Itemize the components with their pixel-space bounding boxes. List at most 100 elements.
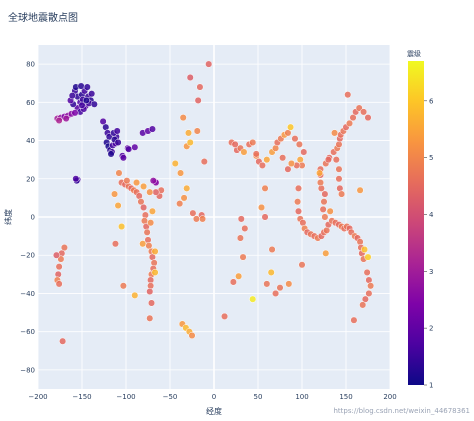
x-tick-label: −150	[72, 393, 91, 401]
earthquake-point	[320, 198, 328, 206]
earthquake-point	[119, 282, 127, 290]
earthquake-point	[231, 140, 239, 148]
earthquake-point	[241, 224, 249, 233]
earthquake-point	[345, 119, 354, 127]
earthquake-point	[263, 280, 271, 288]
earthquake-point	[133, 179, 141, 187]
earthquake-point	[365, 289, 373, 297]
earthquake-point	[316, 179, 325, 187]
earthquake-point	[68, 92, 76, 100]
earthquake-point	[184, 129, 193, 137]
earthquake-point	[131, 143, 139, 151]
earthquake-point	[321, 213, 329, 221]
earthquake-point	[287, 159, 295, 168]
earthquake-point	[284, 129, 292, 137]
earthquake-point	[114, 138, 122, 147]
earthquake-point	[119, 154, 127, 162]
earthquake-point	[229, 278, 237, 286]
earthquake-point	[249, 295, 257, 303]
earthquake-point	[192, 215, 200, 223]
y-tick-label: −20	[20, 252, 35, 260]
earthquake-point	[189, 209, 197, 217]
earthquake-point	[261, 184, 269, 192]
earthquake-point	[151, 268, 159, 276]
earthquake-point	[237, 215, 245, 223]
earthquake-point	[151, 247, 159, 255]
earthquake-point	[131, 291, 139, 299]
earthquake-point	[114, 201, 122, 210]
earthquake-point	[360, 108, 368, 116]
earthquake-point	[257, 203, 266, 211]
earthquake-point	[180, 194, 188, 202]
earthquake-point	[149, 177, 157, 185]
earthquake-point	[295, 140, 303, 148]
x-tick-label: 200	[383, 393, 396, 401]
earthquake-point	[236, 234, 244, 242]
y-tick-label: 60	[26, 99, 35, 107]
earthquake-point	[252, 150, 260, 158]
earthquake-point	[291, 135, 299, 143]
earthquake-point	[359, 301, 367, 309]
earthquake-point	[285, 280, 293, 288]
earthquake-point	[194, 96, 202, 104]
earthquake-point	[146, 188, 154, 196]
earthquake-point	[72, 175, 80, 183]
axis-tick-labels: −200 −150 −100 −50 0 50 100 150 200−80−60−40−200…	[20, 61, 396, 401]
earthquake-point	[300, 148, 308, 156]
earthquake-point	[196, 83, 204, 91]
x-tick-label: 150	[339, 393, 352, 401]
y-tick-label: −40	[20, 290, 35, 298]
earthquake-point	[338, 190, 346, 198]
x-tick-label: 100	[295, 393, 308, 401]
earthquake-point	[55, 263, 63, 271]
earthquake-point	[52, 251, 61, 259]
earthquake-point	[360, 245, 369, 254]
earthquake-point	[326, 207, 334, 215]
earthquake-point	[176, 200, 184, 208]
earthquake-point	[316, 169, 324, 177]
earthquake-point	[294, 184, 303, 192]
colorbar-tick-label: 2	[429, 325, 433, 333]
earthquake-point	[123, 177, 131, 185]
colorbar-tick-label: 4	[429, 211, 434, 219]
colorbar-ticks: 1 2 3 4 5 6	[424, 97, 434, 390]
earthquake-point	[261, 213, 269, 221]
earthquake-point	[118, 223, 126, 231]
earthquake-point	[125, 145, 133, 153]
colorbar-title: 震级	[407, 49, 421, 58]
earthquake-point	[199, 215, 207, 223]
y-tick-label: 80	[26, 61, 35, 69]
earthquake-point	[361, 295, 369, 303]
earthquake-point	[287, 123, 295, 131]
earthquake-point	[148, 125, 156, 133]
earthquake-point	[193, 127, 201, 135]
y-tick-label: 20	[26, 175, 35, 183]
earthquake-point	[82, 96, 90, 104]
x-axis-label: 经度	[206, 406, 222, 416]
earthquake-point	[335, 175, 343, 183]
earthquake-point	[78, 101, 86, 109]
earthquake-point	[147, 219, 155, 227]
earthquake-point	[62, 115, 70, 123]
earthquake-point	[139, 240, 147, 248]
y-tick-label: 0	[31, 214, 35, 222]
earthquake-point	[363, 268, 371, 276]
earthquake-point	[188, 331, 196, 340]
x-tick-label: −100	[116, 393, 135, 401]
earthquake-point	[200, 158, 208, 166]
x-tick-label: 0	[212, 393, 216, 401]
earthquake-point	[335, 165, 343, 173]
earthquake-point	[319, 205, 327, 213]
y-tick-label: −80	[20, 366, 35, 374]
x-tick-label: −200	[28, 393, 47, 401]
earthquake-point	[272, 289, 280, 297]
earthquake-point	[298, 261, 306, 269]
earthquake-point	[367, 282, 375, 290]
earthquake-point	[183, 184, 191, 192]
earthquake-point	[140, 203, 148, 211]
earthquake-point	[113, 127, 121, 135]
earthquake-point	[111, 240, 119, 248]
earthquake-point	[90, 100, 98, 108]
earthquake-point	[239, 253, 247, 261]
earthquake-point	[349, 114, 357, 122]
